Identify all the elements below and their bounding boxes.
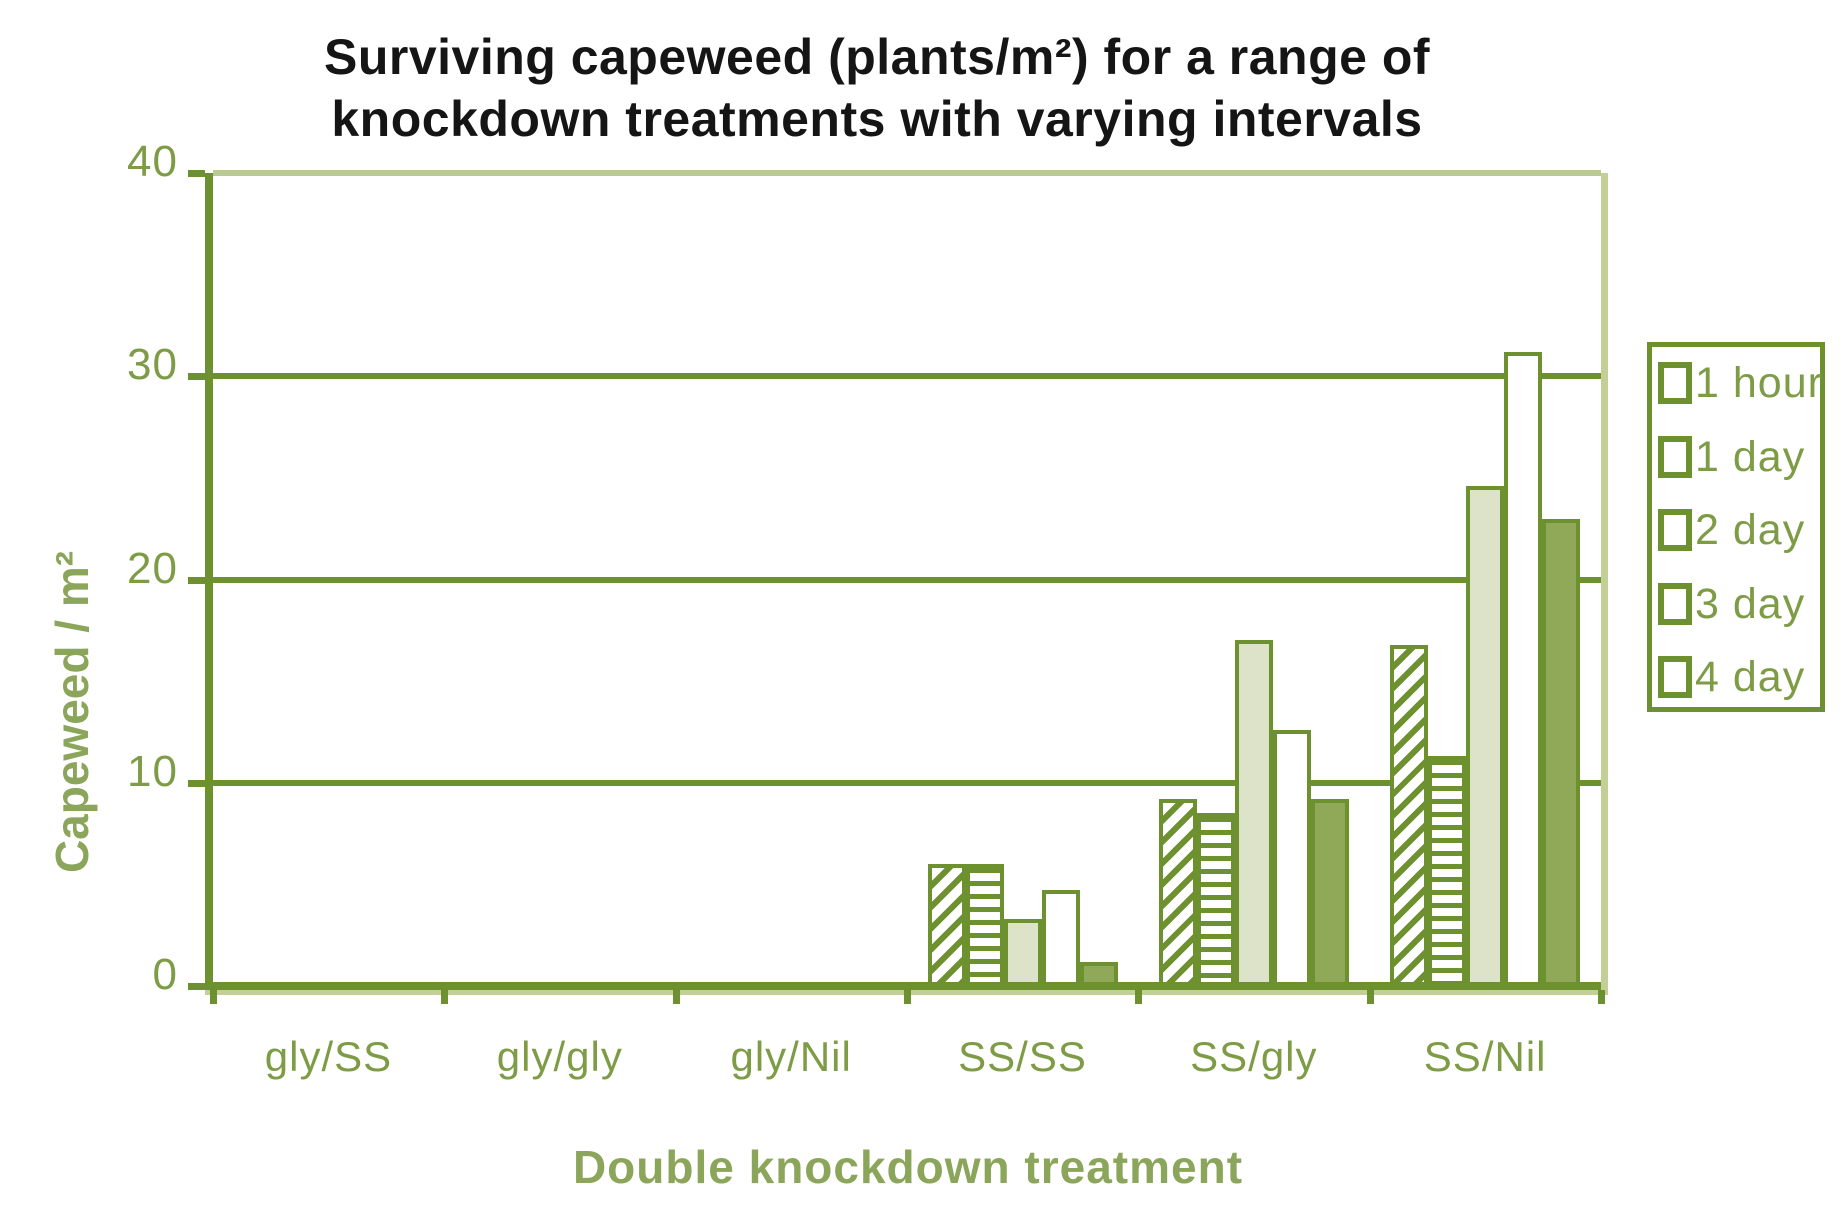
category-label-SS/SS: SS/SS: [958, 1033, 1087, 1080]
bar-SS/Nil-3 day: [1504, 351, 1543, 990]
legend-row-4 day: 4 day: [1658, 653, 1805, 701]
x-tick-5: [1366, 990, 1374, 1004]
bar-SS/gly-2 day: [1235, 640, 1273, 990]
y-tick-40: [188, 170, 205, 177]
bar-SS/SS-1 day: [965, 864, 1004, 990]
gridline-20: [213, 576, 1601, 583]
x-tick-4: [1135, 990, 1143, 1004]
chart-title: Surviving capeweed (plants/m²) for a ran…: [0, 26, 1754, 150]
y-axis-line: [205, 173, 213, 994]
x-tick-6: [1598, 990, 1605, 1004]
y-tick-label-20: 20: [127, 543, 178, 593]
legend-row-1 hour: 1 hour: [1658, 359, 1823, 407]
y-tick-label-10: 10: [127, 746, 178, 796]
legend-label-1 day: 1 day: [1695, 432, 1806, 481]
legend-swatch-solid-light-icon: [1658, 509, 1692, 551]
bar-SS/gly-1 day: [1197, 813, 1235, 990]
bar-SS/Nil-2 day: [1466, 486, 1505, 990]
x-axis-line: [205, 982, 1601, 990]
bar-SS/Nil-4 day: [1542, 518, 1581, 990]
category-label-SS/Nil: SS/Nil: [1423, 1033, 1547, 1080]
gridline-10: [213, 779, 1601, 786]
legend-label-4 day: 4 day: [1695, 653, 1806, 701]
bar-SS/SS-1 hour: [927, 864, 966, 990]
category-label-gly/SS: gly/SS: [264, 1033, 393, 1080]
bar-SS/gly-4 day: [1311, 799, 1349, 990]
legend-swatch-solid-white-icon: [1658, 582, 1692, 625]
x-axis-title: Double knockdown treatment: [572, 1141, 1244, 1193]
legend: 1 hour 1 day 2 day 3 day 4 day: [1647, 342, 1825, 712]
category-label-gly/Nil: gly/Nil: [730, 1033, 852, 1080]
gridline-40: [213, 170, 1601, 176]
y-tick-label-40: 40: [127, 137, 178, 186]
legend-swatch-diagonal-hatch-icon: [1658, 362, 1692, 404]
x-tick-3: [904, 990, 911, 1004]
category-label-SS/gly: SS/gly: [1190, 1033, 1318, 1080]
legend-swatch-solid-green-icon: [1658, 656, 1692, 698]
legend-label-2 day: 2 day: [1695, 506, 1806, 554]
y-tick-30: [188, 373, 205, 381]
plot-right-edge: [1601, 173, 1608, 995]
bar-SS/SS-2 day: [1003, 918, 1042, 990]
bar-SS/SS-3 day: [1041, 890, 1080, 990]
legend-label-1 hour: 1 hour: [1695, 359, 1823, 407]
chart-title-line-1: Surviving capeweed (plants/m²) for a ran…: [323, 29, 1431, 85]
y-tick-10: [188, 779, 205, 787]
y-tick-20: [188, 576, 205, 584]
x-tick-2: [672, 990, 680, 1004]
x-tick-0: [210, 990, 217, 1004]
legend-label-3 day: 3 day: [1695, 579, 1806, 628]
bar-SS/gly-1 hour: [1159, 799, 1197, 990]
gridline-30: [213, 373, 1601, 380]
legend-swatch-horizontal-lines-icon: [1658, 435, 1692, 478]
category-label-gly/gly: gly/gly: [496, 1033, 623, 1080]
y-tick-label-0: 0: [152, 950, 178, 999]
legend-row-2 day: 2 day: [1658, 506, 1805, 554]
bar-SS/gly-3 day: [1273, 729, 1311, 990]
legend-row-3 day: 3 day: [1658, 580, 1805, 628]
bar-SS/Nil-1 hour: [1390, 644, 1429, 990]
x-tick-1: [441, 990, 449, 1004]
y-tick-0: [188, 983, 205, 990]
y-tick-label-30: 30: [127, 340, 178, 390]
legend-row-1 day: 1 day: [1658, 433, 1805, 481]
chart-title-line-2: knockdown treatments with varying interv…: [331, 91, 1423, 147]
bar-SS/Nil-1 day: [1428, 756, 1467, 990]
x-axis-shadow: [205, 990, 1601, 995]
